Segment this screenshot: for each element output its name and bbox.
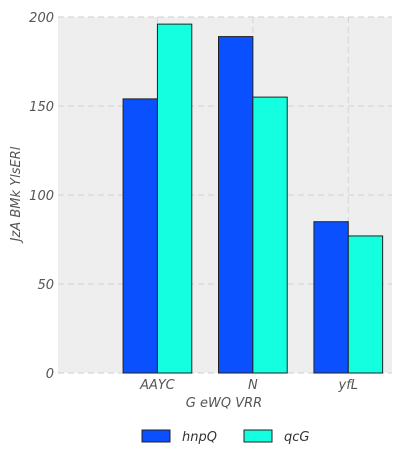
x-tick-label: yfL [338, 378, 359, 393]
bar-hnpQ-N [218, 36, 254, 374]
x-tick-label: N [248, 378, 258, 393]
y-axis-label: JzA BMk YlsERl [9, 146, 24, 244]
y-tick-label: 200 [29, 11, 54, 26]
legend-label-qcG: qcG [284, 430, 309, 445]
y-tick-labels: 0 50 100 150 200 [29, 11, 54, 382]
legend-label-hnpQ: hnpQ [182, 430, 217, 445]
y-tick-label: 100 [29, 189, 54, 204]
legend-swatch-qcG [243, 429, 273, 443]
y-tick-label: 150 [29, 100, 54, 115]
bar-hnpQ-yfL [313, 221, 349, 374]
y-tick-label: 50 [37, 278, 54, 293]
x-tick-label: AAYC [139, 378, 175, 393]
x-axis-label: G eWQ VRR [186, 396, 262, 411]
bar-hnpQ-AAYC [122, 98, 158, 374]
bar-qcG-AAYC [156, 23, 193, 374]
legend-swatch-hnpQ [141, 429, 171, 443]
bars [122, 23, 384, 374]
bar-qcG-yfL [347, 235, 384, 374]
legend: hnpQ qcG [141, 429, 309, 445]
y-tick-label: 0 [46, 367, 54, 382]
bar-qcG-N [252, 96, 288, 374]
grid-lines [58, 16, 392, 374]
